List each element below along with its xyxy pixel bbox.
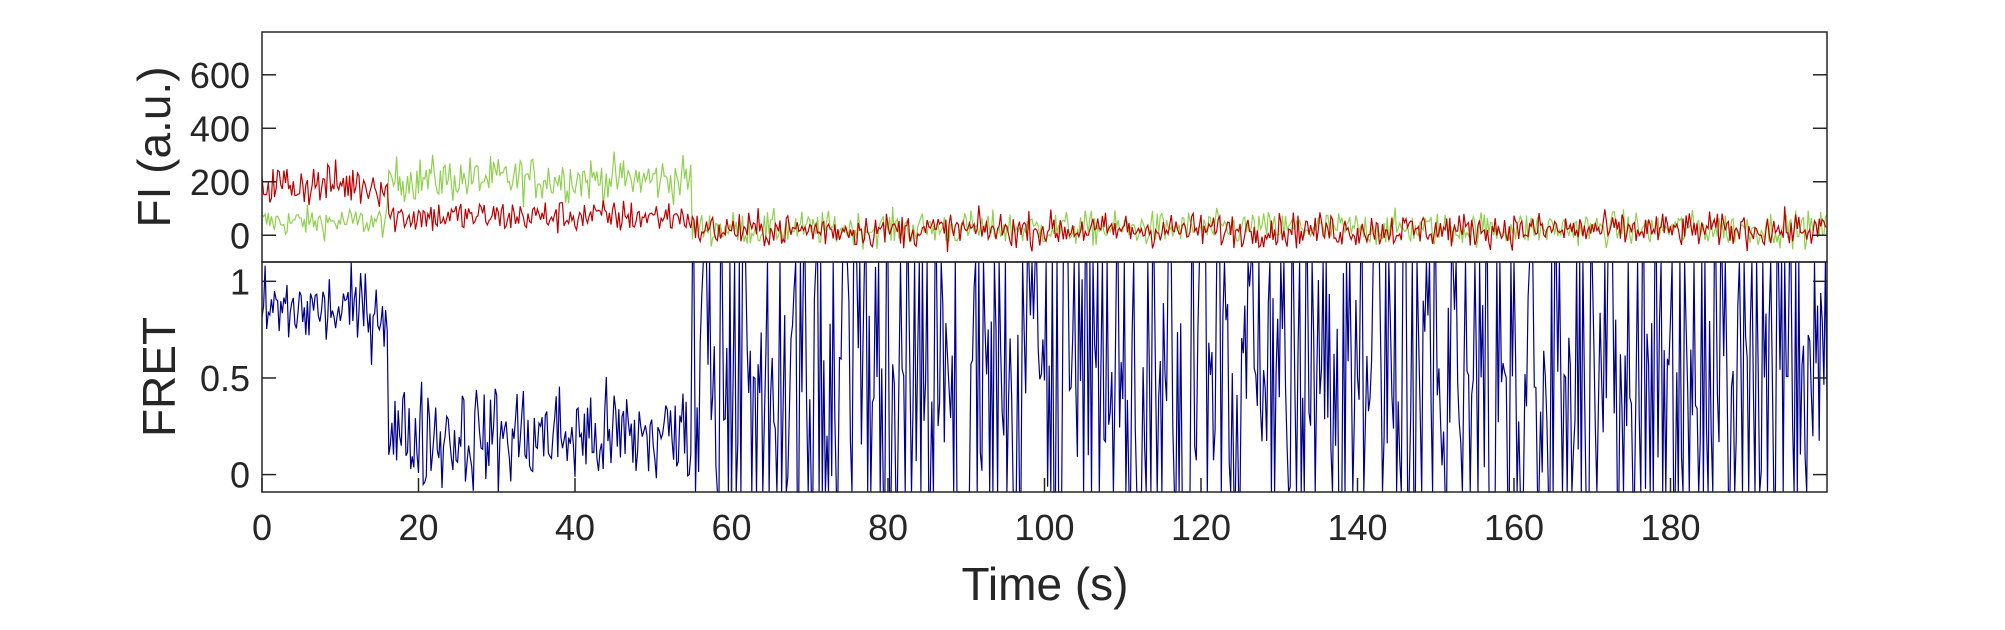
intensity-y-tick-label: 600: [190, 55, 250, 96]
time-x-tick-label: 120: [1171, 507, 1231, 548]
time-x-tick-label: 160: [1484, 507, 1544, 548]
intensity-traces: [261, 151, 1828, 253]
time-x-tick-label: 0: [252, 507, 272, 548]
intensity-y-tick-label: 0: [230, 215, 250, 256]
intensity-y-tick-label: 200: [190, 162, 250, 203]
fret-y-tick-label: 0: [230, 455, 250, 496]
fret-y-tick-label: 0.5: [200, 358, 250, 399]
time-x-tick-label: 100: [1014, 507, 1074, 548]
fret-series-line-0: [261, 261, 1828, 493]
fret-traces: [261, 261, 1828, 493]
time-x-ticks: 0 20 40 60 80 100 120 140 160 180: [252, 478, 1701, 548]
time-x-axis-label: Time (s): [962, 558, 1129, 610]
intensity-series-line-0: [261, 151, 1828, 250]
intensity-y-axis-label: FI (a.u.): [128, 66, 180, 227]
time-x-tick-label: 180: [1640, 507, 1700, 548]
time-x-tick-label: 80: [868, 507, 908, 548]
intensity-panel: 0 200 400 600 FI (a.u.): [128, 31, 1828, 263]
time-x-tick-label: 60: [711, 507, 751, 548]
fret-y-ticks: 00.51: [200, 261, 1827, 496]
fret-y-axis-label: FRET: [133, 317, 185, 437]
fret-y-tick-label: 1: [230, 261, 250, 302]
time-x-tick-label: 140: [1327, 507, 1387, 548]
intensity-series-line-1: [261, 159, 1828, 253]
intensity-y-tick-label: 400: [190, 108, 250, 149]
time-x-tick-label: 40: [555, 507, 595, 548]
intensity-y-ticks: 0 200 400 600: [190, 55, 1827, 256]
time-x-tick-label: 20: [398, 507, 438, 548]
fret-panel: 00.51 0 20 40 60 80 100 120 140 160 180 FRET Time…: [133, 261, 1828, 610]
